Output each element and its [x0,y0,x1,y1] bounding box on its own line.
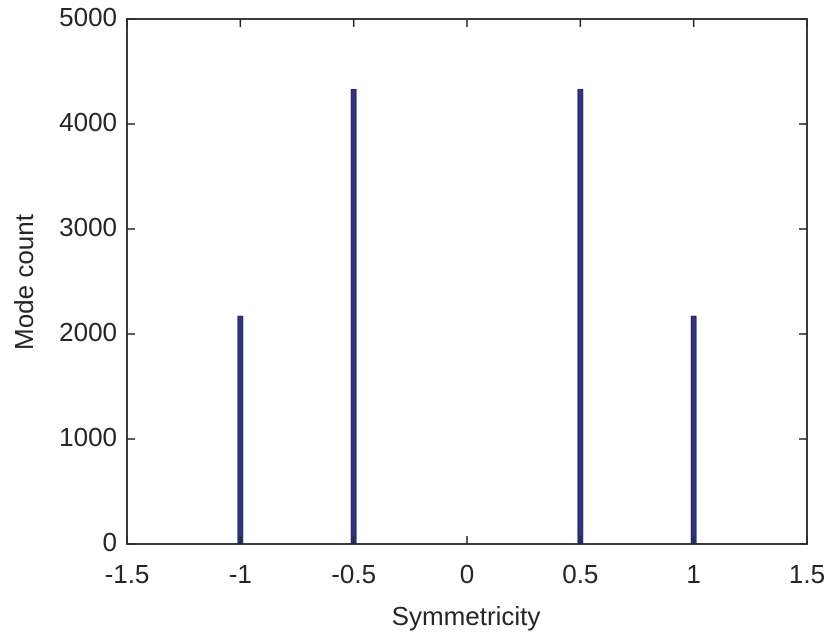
x-tick-label: -1.5 [105,559,150,589]
x-tick-label: 0.5 [562,559,598,589]
x-axis-label: Symmetricity [392,601,541,631]
x-tick-label: 1 [686,559,700,589]
bar [350,88,357,545]
y-axis-label: Mode count [9,213,39,350]
x-tick-label: -0.5 [331,559,376,589]
y-tick-label: 3000 [59,212,117,242]
bar [237,315,244,545]
plot-frame [126,18,808,545]
y-tick-label: 0 [103,527,117,557]
y-tick-label: 4000 [59,107,117,137]
x-tick-label: 1.5 [789,559,825,589]
x-tick-label: -1 [229,559,252,589]
x-tick-label: 0 [460,559,474,589]
bar [577,88,584,545]
bar [690,315,697,545]
y-tick-label: 5000 [59,2,117,32]
y-tick-label: 1000 [59,422,117,452]
y-tick-label: 2000 [59,317,117,347]
